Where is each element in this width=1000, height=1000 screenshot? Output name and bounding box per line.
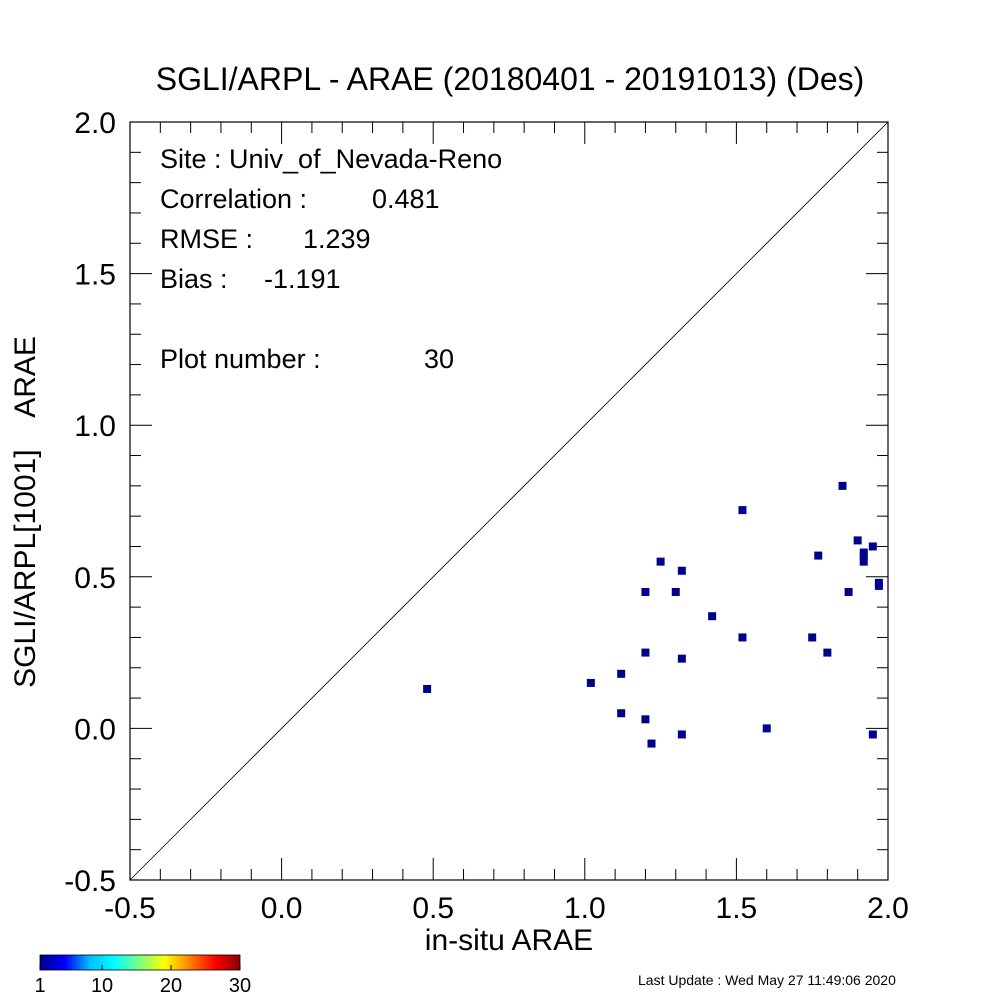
data-point: [586, 678, 595, 687]
data-point: [844, 587, 853, 596]
colorbar-tick-label: 30: [229, 975, 251, 997]
plot-number-label: Plot number :: [160, 344, 321, 374]
one-to-one-line: [129, 121, 889, 881]
data-point: [677, 654, 686, 663]
y-tick-label: 2.0: [74, 107, 116, 140]
plot-number-value: 30: [424, 344, 454, 374]
x-tick-label: -0.5: [104, 892, 156, 925]
colorbar-tick-label: 20: [160, 975, 182, 997]
data-point: [738, 506, 747, 515]
axis-ticks: [129, 121, 889, 881]
data-point: [656, 557, 665, 566]
data-point: [617, 709, 626, 718]
colorbar-ticks: 1 10 20 30: [34, 965, 251, 997]
data-point: [647, 739, 656, 748]
data-point: [808, 633, 817, 642]
data-point: [874, 578, 883, 587]
y-tick-label: 0.0: [74, 713, 116, 746]
data-point: [617, 669, 626, 678]
data-point: [671, 587, 680, 596]
data-point: [823, 648, 832, 657]
y-tick-label: 1.5: [74, 259, 116, 292]
colorbar-tick-label: 10: [91, 975, 113, 997]
y-tick-label: 1.0: [74, 410, 116, 443]
data-point: [738, 633, 747, 642]
plot-frame: [129, 121, 889, 881]
stats-panel: Site : Univ_of_Nevada-Reno Correlation :…: [160, 144, 502, 374]
x-tick-label: 1.0: [564, 892, 606, 925]
data-point: [708, 612, 717, 621]
rmse-label: RMSE :: [160, 224, 253, 254]
x-tick-label: 0.5: [412, 892, 454, 925]
data-point: [814, 551, 823, 560]
y-tick-label: 0.5: [74, 562, 116, 595]
x-tick-label: 2.0: [867, 892, 909, 925]
x-axis-label: in-situ ARAE: [425, 924, 593, 957]
data-point: [859, 557, 868, 566]
bias-label: Bias :: [160, 264, 228, 294]
colorbar: 1 10 20 30: [34, 954, 251, 997]
bias-value: -1.191: [264, 264, 341, 294]
chart-title: SGLI/ARPL - ARAE (20180401 - 20191013) (…: [156, 61, 865, 97]
colorbar-tick-label: 1: [34, 975, 45, 997]
x-tick-label: 0.0: [261, 892, 303, 925]
data-points: [423, 481, 883, 748]
correlation-value: 0.481: [372, 184, 440, 214]
y-tick-labels: -0.5 0.0 0.5 1.0 1.5 2.0: [64, 107, 116, 898]
x-tick-labels: -0.5 0.0 0.5 1.0 1.5 2.0: [104, 892, 909, 925]
data-point: [762, 724, 771, 733]
rmse-value: 1.239: [303, 224, 371, 254]
data-point: [868, 730, 877, 739]
data-point: [677, 566, 686, 575]
site-label: Site : Univ_of_Nevada-Reno: [160, 144, 502, 174]
data-point: [677, 730, 686, 739]
data-point: [423, 684, 432, 693]
data-point: [868, 542, 877, 551]
data-point: [859, 551, 868, 560]
data-point: [641, 587, 650, 596]
colorbar-gradient: [39, 954, 241, 971]
y-tick-label: -0.5: [64, 865, 116, 898]
data-point: [838, 481, 847, 490]
x-tick-label: 1.5: [716, 892, 758, 925]
y-axis-label: SGLI/ARPL[1001] ARAE: [9, 336, 42, 688]
data-point: [641, 715, 650, 724]
data-point: [641, 648, 650, 657]
last-update-text: Last Update : Wed May 27 11:49:06 2020: [638, 972, 896, 988]
data-point: [853, 536, 862, 545]
correlation-label: Correlation :: [160, 184, 307, 214]
